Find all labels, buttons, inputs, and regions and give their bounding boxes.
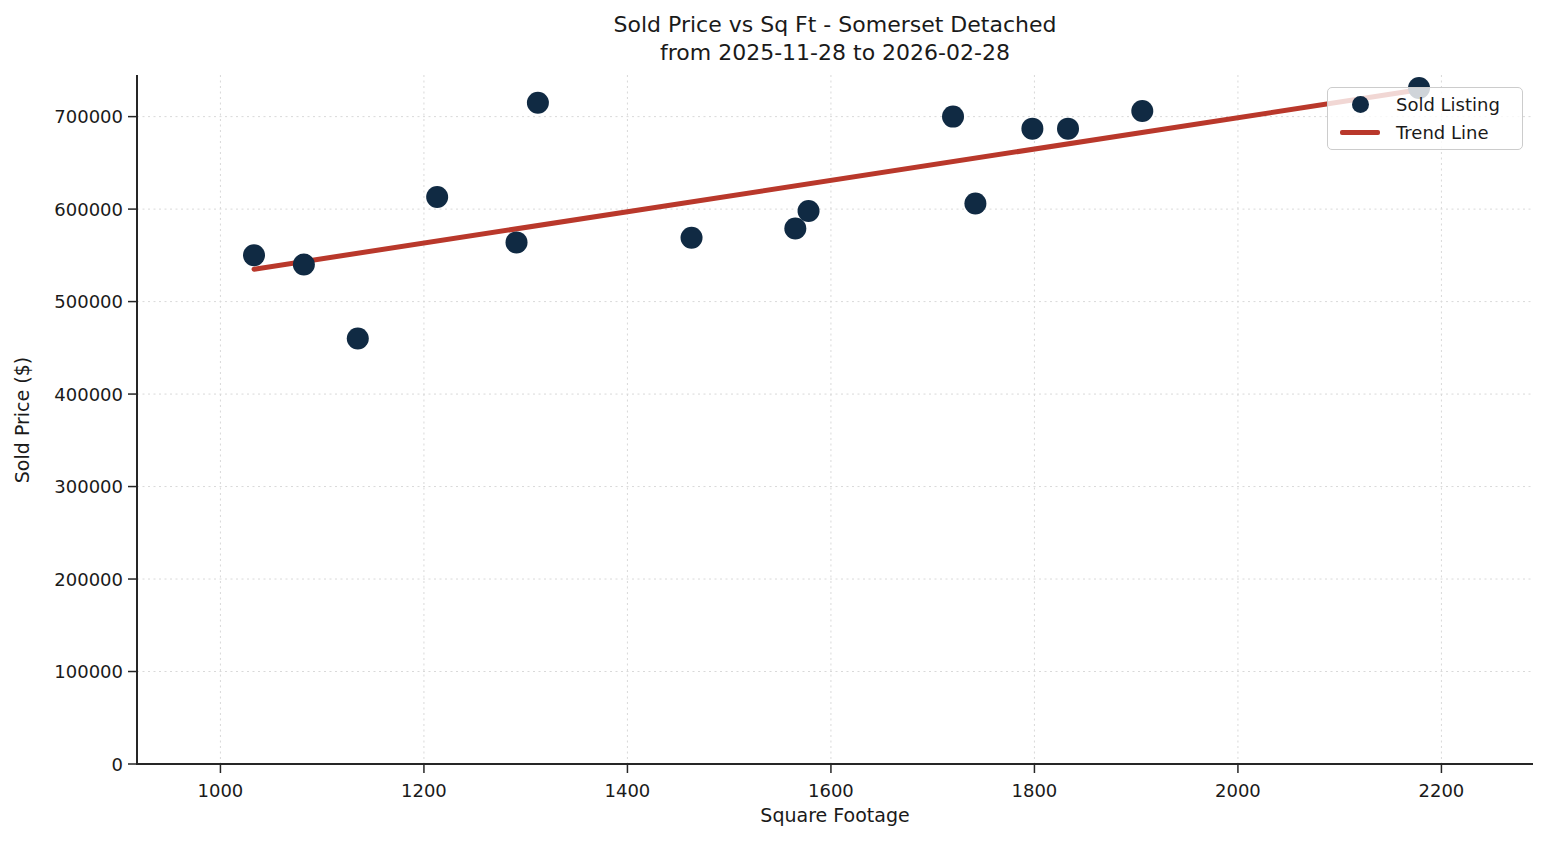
trend-line-swatch-icon bbox=[1340, 130, 1380, 135]
x-axis-label: Square Footage bbox=[137, 804, 1533, 826]
y-tick-label: 0 bbox=[112, 754, 123, 775]
x-tick-label: 1200 bbox=[401, 780, 447, 801]
legend-swatch-area bbox=[1336, 130, 1384, 135]
scatter-point bbox=[293, 254, 315, 276]
sold-listing-marker-icon bbox=[1352, 96, 1369, 113]
scatter-point bbox=[426, 186, 448, 208]
scatter-point bbox=[681, 227, 703, 249]
legend-item-trend-line: Trend Line bbox=[1336, 119, 1514, 146]
scatter-point bbox=[798, 200, 820, 222]
chart-figure: Sold Price vs Sq Ft - Somerset Detached … bbox=[0, 0, 1547, 845]
scatter-point bbox=[1131, 100, 1153, 122]
scatter-point bbox=[1021, 118, 1043, 140]
y-axis-label: Sold Price ($) bbox=[11, 357, 33, 483]
x-tick-label: 1400 bbox=[605, 780, 651, 801]
scatter-point bbox=[527, 92, 549, 114]
x-tick-label: 1800 bbox=[1012, 780, 1058, 801]
legend-label-trend-line: Trend Line bbox=[1396, 122, 1489, 143]
scatter-point bbox=[942, 106, 964, 128]
x-tick-label: 1000 bbox=[198, 780, 244, 801]
scatter-point bbox=[243, 244, 265, 266]
scatter-point bbox=[506, 231, 528, 253]
y-tick-label: 600000 bbox=[54, 199, 123, 220]
scatter-point bbox=[1057, 118, 1079, 140]
y-tick-label: 700000 bbox=[54, 106, 123, 127]
legend: Sold Listing Trend Line bbox=[1327, 87, 1523, 150]
x-tick-label: 1600 bbox=[808, 780, 854, 801]
legend-item-sold-listing: Sold Listing bbox=[1336, 91, 1514, 118]
scatter-point bbox=[964, 193, 986, 215]
plot-area: 1000 1200 1400 1600 1800 2000 2200 0 100000 20000… bbox=[0, 0, 1547, 845]
y-tick-label: 300000 bbox=[54, 476, 123, 497]
y-tick-label: 100000 bbox=[54, 661, 123, 682]
legend-label-sold-listing: Sold Listing bbox=[1396, 94, 1500, 115]
y-tick-label: 200000 bbox=[54, 569, 123, 590]
scatter-point bbox=[784, 218, 806, 240]
y-tick-label: 400000 bbox=[54, 384, 123, 405]
x-tick-label: 2000 bbox=[1215, 780, 1261, 801]
x-tick-label: 2200 bbox=[1419, 780, 1465, 801]
y-tick-label: 500000 bbox=[54, 291, 123, 312]
scatter-point bbox=[347, 328, 369, 350]
legend-swatch-area bbox=[1336, 96, 1384, 113]
